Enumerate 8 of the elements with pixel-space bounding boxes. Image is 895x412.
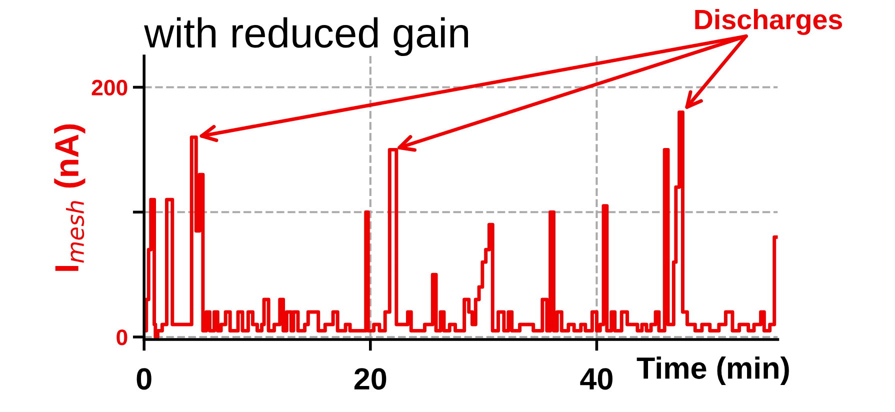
x-tick-label: 0 [136, 368, 152, 390]
x-tick-label: 20 [354, 368, 386, 390]
x-axis-title: Time (min) [636, 356, 789, 385]
y-axis-title: I$_{mesh}$ (nA) [54, 124, 86, 271]
y-tick-label: 200 [92, 80, 128, 96]
text: Discharges [695, 9, 842, 36]
chart-title: with reduced gain [144, 17, 468, 56]
x-tick-label: 40 [580, 368, 612, 390]
